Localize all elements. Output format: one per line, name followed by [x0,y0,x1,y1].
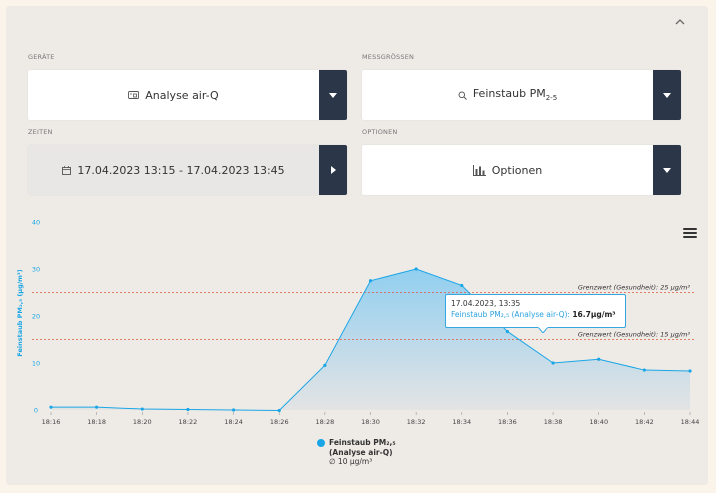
data-point[interactable] [140,407,144,411]
bar-chart-icon [472,164,486,176]
x-tick-label: 18:16 [42,418,61,426]
options-label: OPTIONEN [362,128,398,136]
options-select[interactable]: Optionen [362,145,681,195]
x-tick-label: 18:38 [544,418,563,426]
caret-down-icon [663,92,671,98]
data-point[interactable] [642,368,646,372]
measurands-label: MESSGRÖSSEN [362,53,415,61]
data-point[interactable] [505,329,510,334]
devices-label: GERÄTE [28,53,55,61]
y-axis-label: Feinstaub PM₂,₅ (µg/m³) [16,269,24,356]
devices-value: Analyse air-Q [145,88,219,102]
legend-series-marker [317,439,325,447]
caret-down-icon [329,92,337,98]
caret-right-icon [330,166,336,174]
data-point[interactable] [597,357,601,361]
measurands-select[interactable]: Feinstaub PM2-5 [362,70,681,120]
calendar-icon [62,165,72,175]
data-point[interactable] [414,267,418,271]
y-tick-label: 0 [34,407,38,415]
x-tick-label: 18:28 [315,418,334,426]
x-tick-label: 18:42 [635,418,654,426]
data-point[interactable] [460,283,464,288]
device-icon [128,90,140,99]
y-tick-label: 30 [32,266,40,274]
data-point[interactable] [277,408,281,413]
options-dropdown-button[interactable] [653,145,681,195]
measurands-value: Feinstaub PM2-5 [472,87,558,103]
y-tick-label: 10 [32,360,40,368]
times-select[interactable]: 17.04.2023 13:15 - 17.04.2023 13:45 [28,145,347,195]
x-tick-label: 18:40 [589,418,608,426]
collapse-button[interactable] [671,13,689,31]
data-point[interactable] [95,405,99,409]
legend-series-name: Feinstaub PM₂,₅ [329,438,396,447]
times-value: 17.04.2023 13:15 - 17.04.2023 13:45 [77,163,285,177]
x-tick-label: 18:36 [498,418,517,426]
y-tick-label: 20 [32,313,40,321]
data-point[interactable] [323,363,327,367]
y-tick-label: 40 [32,219,40,227]
x-tick-label: 18:44 [681,418,700,426]
tooltip-title: 17.04.2023, 13:35 [451,299,521,308]
legend-series-device: (Analyse air-Q) [329,447,393,457]
devices-select[interactable]: Analyse air-Q [28,70,347,120]
options-value: Optionen [491,163,543,177]
series-area [51,269,690,411]
x-tick-label: 18:20 [133,418,152,426]
tooltip-series: Feinstaub PM₂,₅ (Analyse air-Q): 16.7µg/… [451,310,616,319]
data-point[interactable] [186,407,190,412]
data-point[interactable] [551,361,555,365]
measurands-dropdown-button[interactable] [653,70,681,120]
x-tick-label: 18:26 [270,418,289,426]
x-tick-label: 18:24 [224,418,243,426]
devices-dropdown-button[interactable] [319,70,347,120]
times-label: ZEITEN [28,128,53,136]
data-point[interactable] [231,408,236,412]
x-tick-label: 18:22 [179,418,198,426]
x-tick-label: 18:18 [87,418,106,426]
times-next-button[interactable] [319,145,347,195]
data-point[interactable] [368,279,373,283]
search-icon [458,91,467,100]
legend-series-average: ∅ 10 µg/m³ [329,457,373,466]
chart-tooltip: 17.04.2023, 13:35 Feinstaub PM₂,₅ (Analy… [445,294,626,328]
x-tick-label: 18:30 [361,418,380,426]
chart-legend[interactable]: Feinstaub PM₂,₅ (Analyse air-Q) ∅ 10 µg/… [317,438,396,467]
threshold-label: Grenzwert (Gesundheit): 25 µg/m³ [578,284,691,292]
x-tick-label: 18:32 [407,418,426,426]
data-point[interactable] [49,405,53,409]
tooltip-tail [538,327,548,333]
data-point[interactable] [688,369,692,373]
x-tick-label: 18:34 [452,418,471,426]
chart-menu-button[interactable] [683,228,697,240]
chevron-up-icon [675,19,685,25]
caret-down-icon [663,167,671,173]
threshold-label: Grenzwert (Gesundheit): 15 µg/m³ [578,331,691,339]
